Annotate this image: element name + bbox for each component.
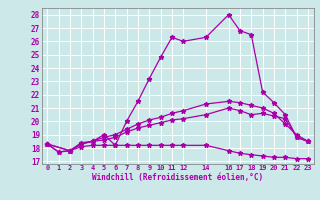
X-axis label: Windchill (Refroidissement éolien,°C): Windchill (Refroidissement éolien,°C) bbox=[92, 173, 263, 182]
